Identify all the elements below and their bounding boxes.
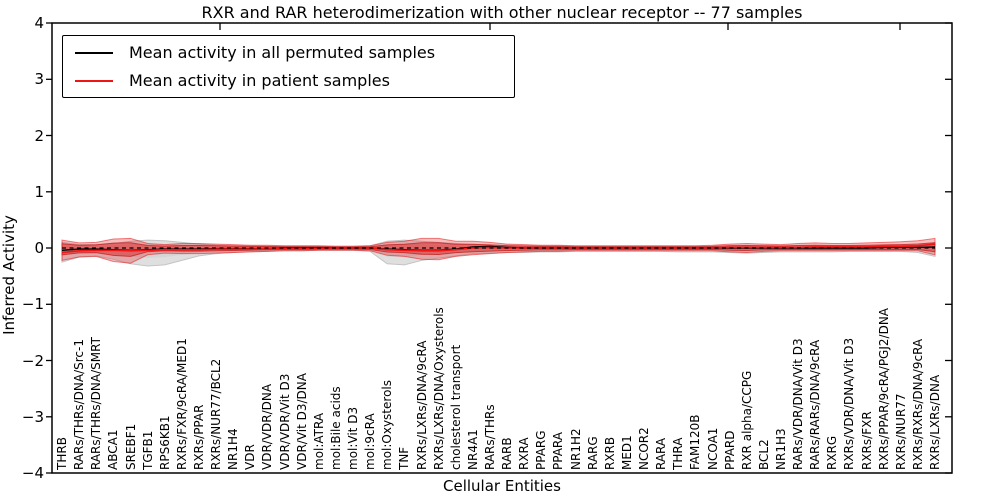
x-tick-label: mol:Vit D3 xyxy=(346,406,360,470)
legend-line-swatch xyxy=(75,52,113,54)
y-tick-label: 2 xyxy=(34,126,44,145)
x-tick-label: mol:Bile acids xyxy=(328,386,343,470)
x-tick-label: NCOA1 xyxy=(705,427,720,470)
x-tick-label: RXRs/FXR/9cRA/MED1 xyxy=(174,338,189,470)
y-tick-label: −3 xyxy=(21,407,44,426)
x-tick-label: VDR/VDR/DNA xyxy=(260,383,275,470)
patient-band-inner xyxy=(61,242,936,257)
x-axis-title: Cellular Entities xyxy=(443,477,561,495)
y-tick-label: 3 xyxy=(34,70,44,89)
x-tick-label: TGFB1 xyxy=(140,430,155,470)
x-tick-label: RARs/THRs xyxy=(482,404,497,470)
x-tick-label: VDR xyxy=(243,444,258,470)
x-tick-label: cholesterol transport xyxy=(448,344,463,470)
x-tick-label: RARs/THRs/DNA/SMRT xyxy=(89,337,104,470)
x-tick-label: SREBF1 xyxy=(123,423,138,470)
x-tick-label: NR1H4 xyxy=(226,428,241,470)
legend: Mean activity in all permuted samples Mea… xyxy=(62,35,515,98)
x-tick-label: RXRs/PPAR xyxy=(191,404,206,470)
x-tick-label: NCOR2 xyxy=(637,427,651,470)
x-tick-label: VDR/VDR/Vit D3 xyxy=(277,373,292,470)
x-tick-label: RXRs/RXRs/DNA/9cRA xyxy=(910,338,925,470)
x-tick-label: RARG xyxy=(585,436,600,470)
x-tick-label: RARA xyxy=(654,437,669,470)
x-tick-label: mol:ATRA xyxy=(311,412,326,470)
y-tick-label: −1 xyxy=(21,295,44,314)
x-tick-label: MED1 xyxy=(619,435,634,470)
legend-entry: Mean activity in patient samples xyxy=(75,67,514,95)
x-tick-label: RXRs/LXRs/DNA/Oxysterols xyxy=(431,307,446,470)
x-tick-label: PPARG xyxy=(534,430,549,470)
x-tick-label: THRB xyxy=(55,437,69,470)
y-tick-label: 4 xyxy=(34,14,44,32)
x-tick-label: TNF xyxy=(397,446,412,470)
x-tick-label: RARs/VDR/DNA/Vit D3 xyxy=(791,338,806,470)
x-tick-label: RARs/RARs/DNA/9cRA xyxy=(808,339,823,470)
x-tick-label: NR1H2 xyxy=(568,428,583,470)
x-tick-label: RXRA xyxy=(517,437,532,470)
x-tick-label: RARs/THRs/DNA/Src-1 xyxy=(72,339,87,470)
legend-entry-label: Mean activity in all permuted samples xyxy=(129,43,436,62)
x-tick-label: BCL2 xyxy=(756,439,771,470)
x-tick-label: mol:Oxysterols xyxy=(380,380,395,470)
x-tick-label: RXRs/FXR xyxy=(859,411,874,470)
chart-title: RXR and RAR heterodimerization with othe… xyxy=(201,3,803,22)
y-tick-label: −4 xyxy=(21,464,44,482)
y-tick-label: 0 xyxy=(34,239,44,257)
x-tick-label: RXR alpha/CCPG xyxy=(739,370,754,470)
y-tick-label: −2 xyxy=(21,351,44,370)
x-tick-label: RXRs/VDR/DNA/Vit D3 xyxy=(842,337,857,470)
x-tick-label: THRA xyxy=(671,437,686,470)
y-tick-label: 1 xyxy=(34,182,44,201)
x-tick-label: RXRG xyxy=(825,435,840,470)
x-tick-label: RXRs/LXRs/DNA/9cRA xyxy=(414,340,429,471)
x-tick-label: RXRs/LXRs/DNA xyxy=(928,374,942,470)
x-tick-label: RXRs/NUR77 xyxy=(893,393,908,470)
x-tick-label: RPS6KB1 xyxy=(157,415,172,470)
x-tick-label: mol:9cRA xyxy=(363,413,378,470)
x-tick-label: RXRB xyxy=(602,436,617,470)
x-tick-label: RXRs/NUR77/BCL2 xyxy=(209,358,224,470)
x-tick-label: VDR/Vit D3/DNA xyxy=(294,373,309,470)
x-tick-label: PPARA xyxy=(551,432,566,470)
legend-entry-label: Mean activity in patient samples xyxy=(129,71,390,90)
x-tick-label: PPARD xyxy=(722,430,737,471)
legend-entry: Mean activity in all permuted samples xyxy=(75,39,514,67)
x-tick-label: NR1H3 xyxy=(773,428,788,470)
x-tick-label: RXRs/PPAR/9cRA/PGJ2/DNA xyxy=(876,308,891,470)
legend-line-swatch xyxy=(75,80,113,82)
x-tick-label: FAM120B xyxy=(688,414,703,471)
x-tick-label: NR4A1 xyxy=(465,429,480,470)
x-tick-label: ABCA1 xyxy=(106,429,121,470)
x-tick-label: RARB xyxy=(500,437,515,470)
